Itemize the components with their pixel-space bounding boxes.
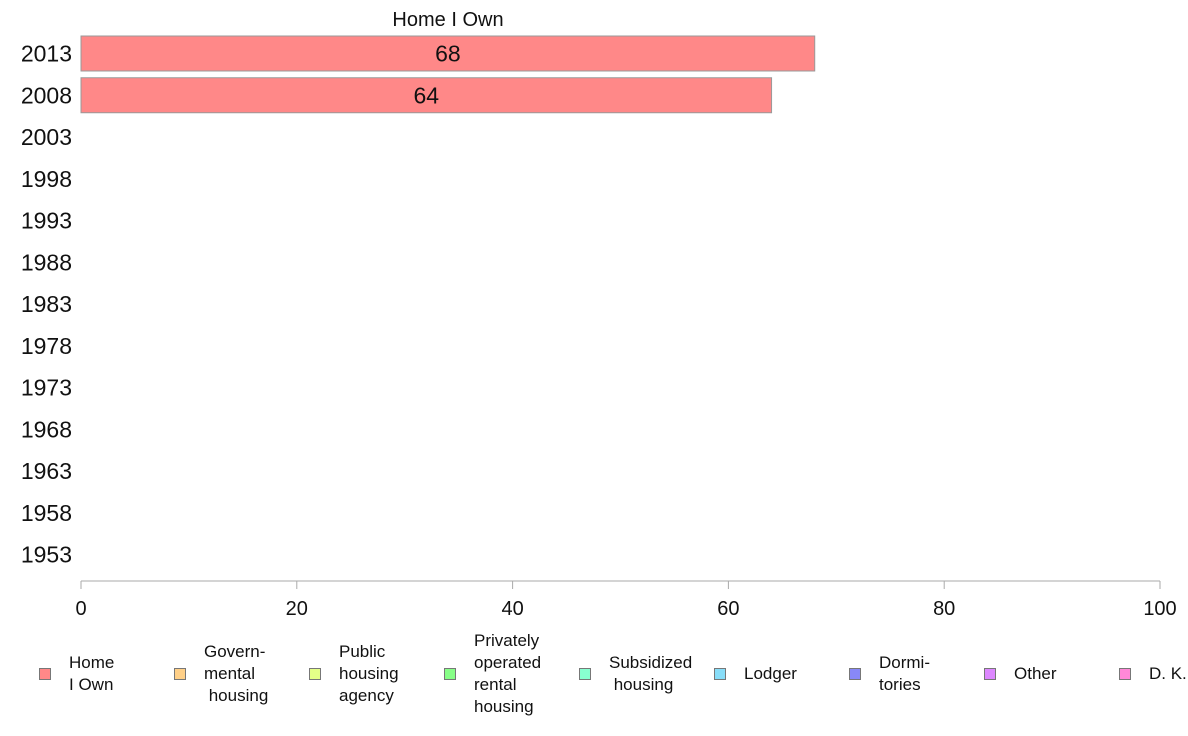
legend-swatch [309, 668, 321, 680]
legend-label: D. K. [1149, 664, 1187, 683]
y-tick-label: 1968 [21, 416, 72, 442]
legend-swatch [1119, 668, 1131, 680]
legend-swatch [579, 668, 591, 680]
legend-label: Govern- mental housing [204, 642, 269, 705]
y-tick-label: 1998 [21, 166, 72, 192]
x-tick-label: 80 [933, 598, 955, 620]
legend: Home I Own Govern- mental housing Public h… [0, 630, 1188, 730]
legend-swatch [39, 668, 51, 680]
y-tick-label: 1973 [21, 375, 72, 401]
bar-value-label: 68 [435, 41, 461, 67]
chart-title: Home I Own [392, 9, 503, 31]
bar-value-label: 64 [413, 82, 439, 108]
y-axis-tick-labels: 2013 2008 2003 1998 1993 1988 1983 1978 1973 1968… [21, 41, 72, 568]
legend-label: Lodger [744, 664, 797, 683]
legend-swatch [849, 668, 861, 680]
y-tick-label: 1988 [21, 249, 72, 275]
y-tick-label: 1983 [21, 291, 72, 317]
legend-swatch [174, 668, 186, 680]
y-tick-label: 1978 [21, 333, 72, 359]
x-tick-label: 0 [75, 598, 86, 620]
y-tick-label: 1958 [21, 500, 72, 526]
y-tick-label: 1953 [21, 542, 72, 568]
legend-swatch [444, 668, 456, 680]
x-tick-label: 20 [286, 598, 308, 620]
legend-swatch [714, 668, 726, 680]
bar [80, 35, 816, 72]
bars-layer [80, 35, 816, 114]
legend-label: Subsidized housing [609, 653, 693, 694]
x-tick-label: 40 [501, 598, 523, 620]
y-tick-label: 2013 [21, 41, 72, 67]
y-tick-label: 1963 [21, 458, 72, 484]
legend-label: Privately operated rental housing [474, 631, 542, 716]
legend-label: Dormi- tories [879, 653, 930, 694]
bar [80, 77, 773, 114]
x-tick-label: 60 [717, 598, 739, 620]
x-axis-ticks: 0 20 40 60 80 100 [75, 581, 1177, 620]
y-tick-label: 2008 [21, 82, 72, 108]
legend-label: Other [1014, 664, 1057, 683]
y-tick-label: 2003 [21, 124, 72, 150]
legend-label: Home I Own [69, 653, 115, 694]
legend-swatch [984, 668, 996, 680]
x-tick-label: 100 [1143, 598, 1176, 620]
bar-chart: Home I Own 68 64 2013 2008 2003 1998 1993 1988… [21, 9, 1177, 620]
bar-labels-layer: 68 64 [413, 41, 460, 109]
legend-label: Public housing agency [339, 642, 399, 705]
y-tick-label: 1993 [21, 208, 72, 234]
